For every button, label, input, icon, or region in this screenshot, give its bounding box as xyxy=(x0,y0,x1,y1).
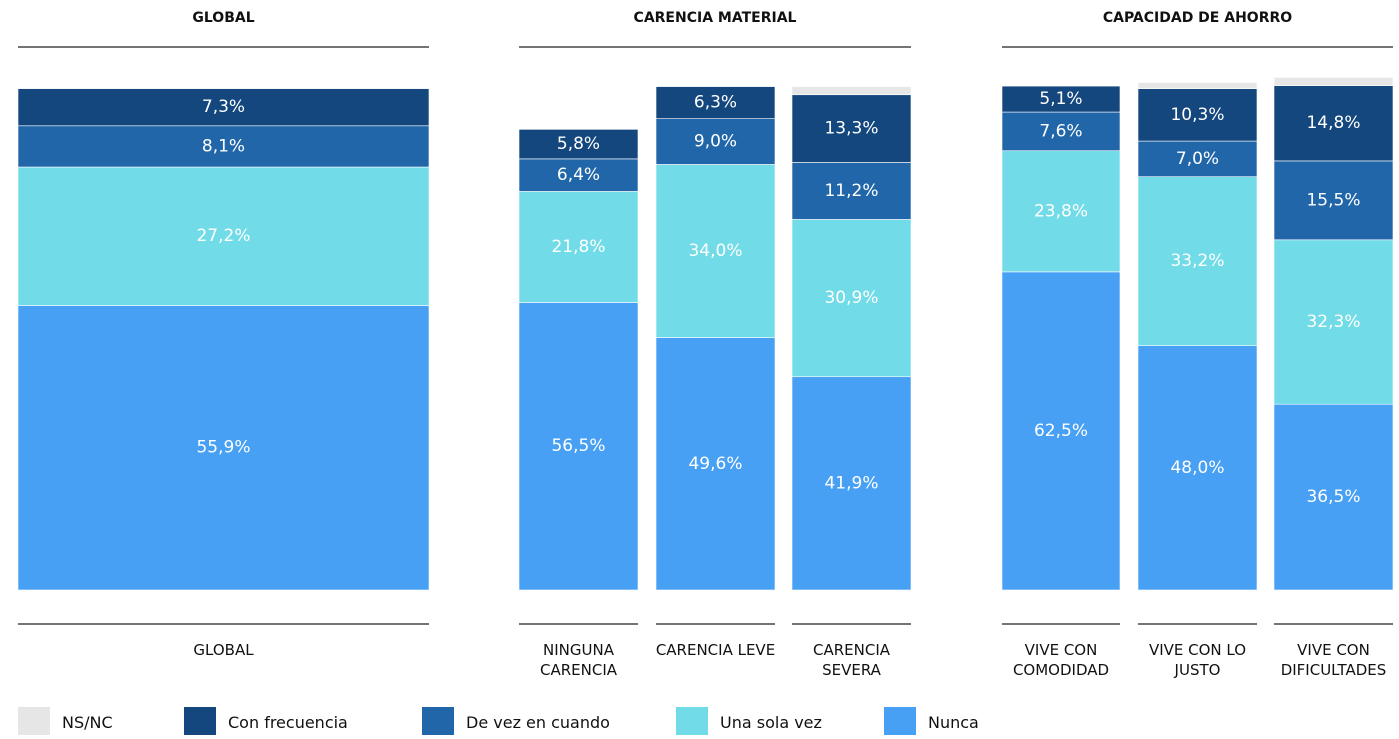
bar-segment xyxy=(518,191,639,303)
bar-segment xyxy=(1137,345,1258,591)
category-label: NINGUNA CARENCIA xyxy=(539,641,617,679)
value-label: 10,3% xyxy=(1170,105,1224,125)
bar-segment xyxy=(17,88,430,127)
bar-segment xyxy=(655,164,776,338)
value-label: 36,5% xyxy=(1306,487,1360,507)
bar-segment xyxy=(655,86,776,119)
value-label: 6,3% xyxy=(694,93,737,113)
value-label: 23,8% xyxy=(1034,201,1088,221)
category-label: VIVE CON LO JUSTO xyxy=(1148,641,1247,679)
value-label: 27,2% xyxy=(196,226,250,246)
value-label: 11,2% xyxy=(824,181,878,201)
value-label: 55,9% xyxy=(196,438,250,458)
category-label: CARENCIA LEVE xyxy=(655,641,776,659)
bar-segment xyxy=(1001,150,1121,273)
bar-segment xyxy=(1137,88,1258,142)
legend-swatch xyxy=(676,707,708,735)
value-label: 15,5% xyxy=(1306,190,1360,210)
value-label: 30,9% xyxy=(824,288,878,308)
bar-segment xyxy=(1137,176,1258,346)
value-label: 7,0% xyxy=(1176,149,1219,169)
category-label: GLOBAL xyxy=(193,641,254,659)
bar-segment xyxy=(1273,160,1394,241)
bar-segment xyxy=(1001,271,1121,591)
bar-segment xyxy=(518,302,639,591)
bar-segment xyxy=(1001,111,1121,152)
bar-segment xyxy=(1001,85,1121,113)
value-label: 7,3% xyxy=(202,97,245,117)
bar-segment xyxy=(1273,239,1394,405)
bar-segment xyxy=(17,125,430,168)
value-label: 33,2% xyxy=(1170,251,1224,271)
bar-segment xyxy=(655,337,776,591)
bar-segment xyxy=(1273,403,1394,591)
bar-segment xyxy=(791,376,912,591)
legend-swatch xyxy=(18,707,50,735)
bar-segment xyxy=(1273,77,1394,86)
value-label: 7,6% xyxy=(1039,121,1082,141)
value-label: 13,3% xyxy=(824,119,878,139)
bar-segment xyxy=(17,166,430,306)
value-label: 62,5% xyxy=(1034,421,1088,441)
value-label: 41,9% xyxy=(824,473,878,493)
value-label: 5,1% xyxy=(1039,89,1082,109)
bar-segment xyxy=(1137,82,1258,89)
panel-title: CAPACIDAD DE AHORRO xyxy=(1102,10,1293,26)
bar-segment xyxy=(655,118,776,165)
panel-title: CARENCIA MATERIAL xyxy=(633,10,797,26)
value-label: 8,1% xyxy=(202,136,245,156)
category-label: VIVE CON DIFICULTADES xyxy=(1280,641,1387,679)
category-label: CARENCIA SEVERA xyxy=(812,641,890,679)
value-label: 6,4% xyxy=(557,165,600,185)
bar-segment xyxy=(791,162,912,220)
value-label: 21,8% xyxy=(551,237,605,257)
value-label: 32,3% xyxy=(1306,312,1360,332)
value-label: 14,8% xyxy=(1306,113,1360,133)
value-label: 49,6% xyxy=(688,454,742,474)
category-label: VIVE CON COMODIDAD xyxy=(1012,641,1110,679)
value-label: 56,5% xyxy=(551,436,605,456)
panel-title: GLOBAL xyxy=(192,10,255,26)
legend-label: De vez en cuando xyxy=(466,713,610,732)
bar-segment xyxy=(17,305,430,591)
legend-label: Una sola vez xyxy=(720,713,822,732)
legend-swatch xyxy=(884,707,916,735)
legend-swatch xyxy=(184,707,216,735)
legend-label: Con frecuencia xyxy=(228,713,348,732)
value-label: 48,0% xyxy=(1170,458,1224,478)
bar-segment xyxy=(518,158,639,192)
bar-segment xyxy=(791,86,912,96)
bar-segment xyxy=(791,94,912,163)
bar-segment xyxy=(518,129,639,160)
bar-segment xyxy=(1273,85,1394,162)
value-label: 5,8% xyxy=(557,134,600,154)
value-label: 34,0% xyxy=(688,241,742,261)
bar-segment xyxy=(1137,140,1258,177)
bar-segment xyxy=(791,219,912,378)
legend-label: Nunca xyxy=(928,713,979,732)
value-label: 9,0% xyxy=(694,132,737,152)
legend-label: NS/NC xyxy=(62,713,113,732)
legend-swatch xyxy=(422,707,454,735)
